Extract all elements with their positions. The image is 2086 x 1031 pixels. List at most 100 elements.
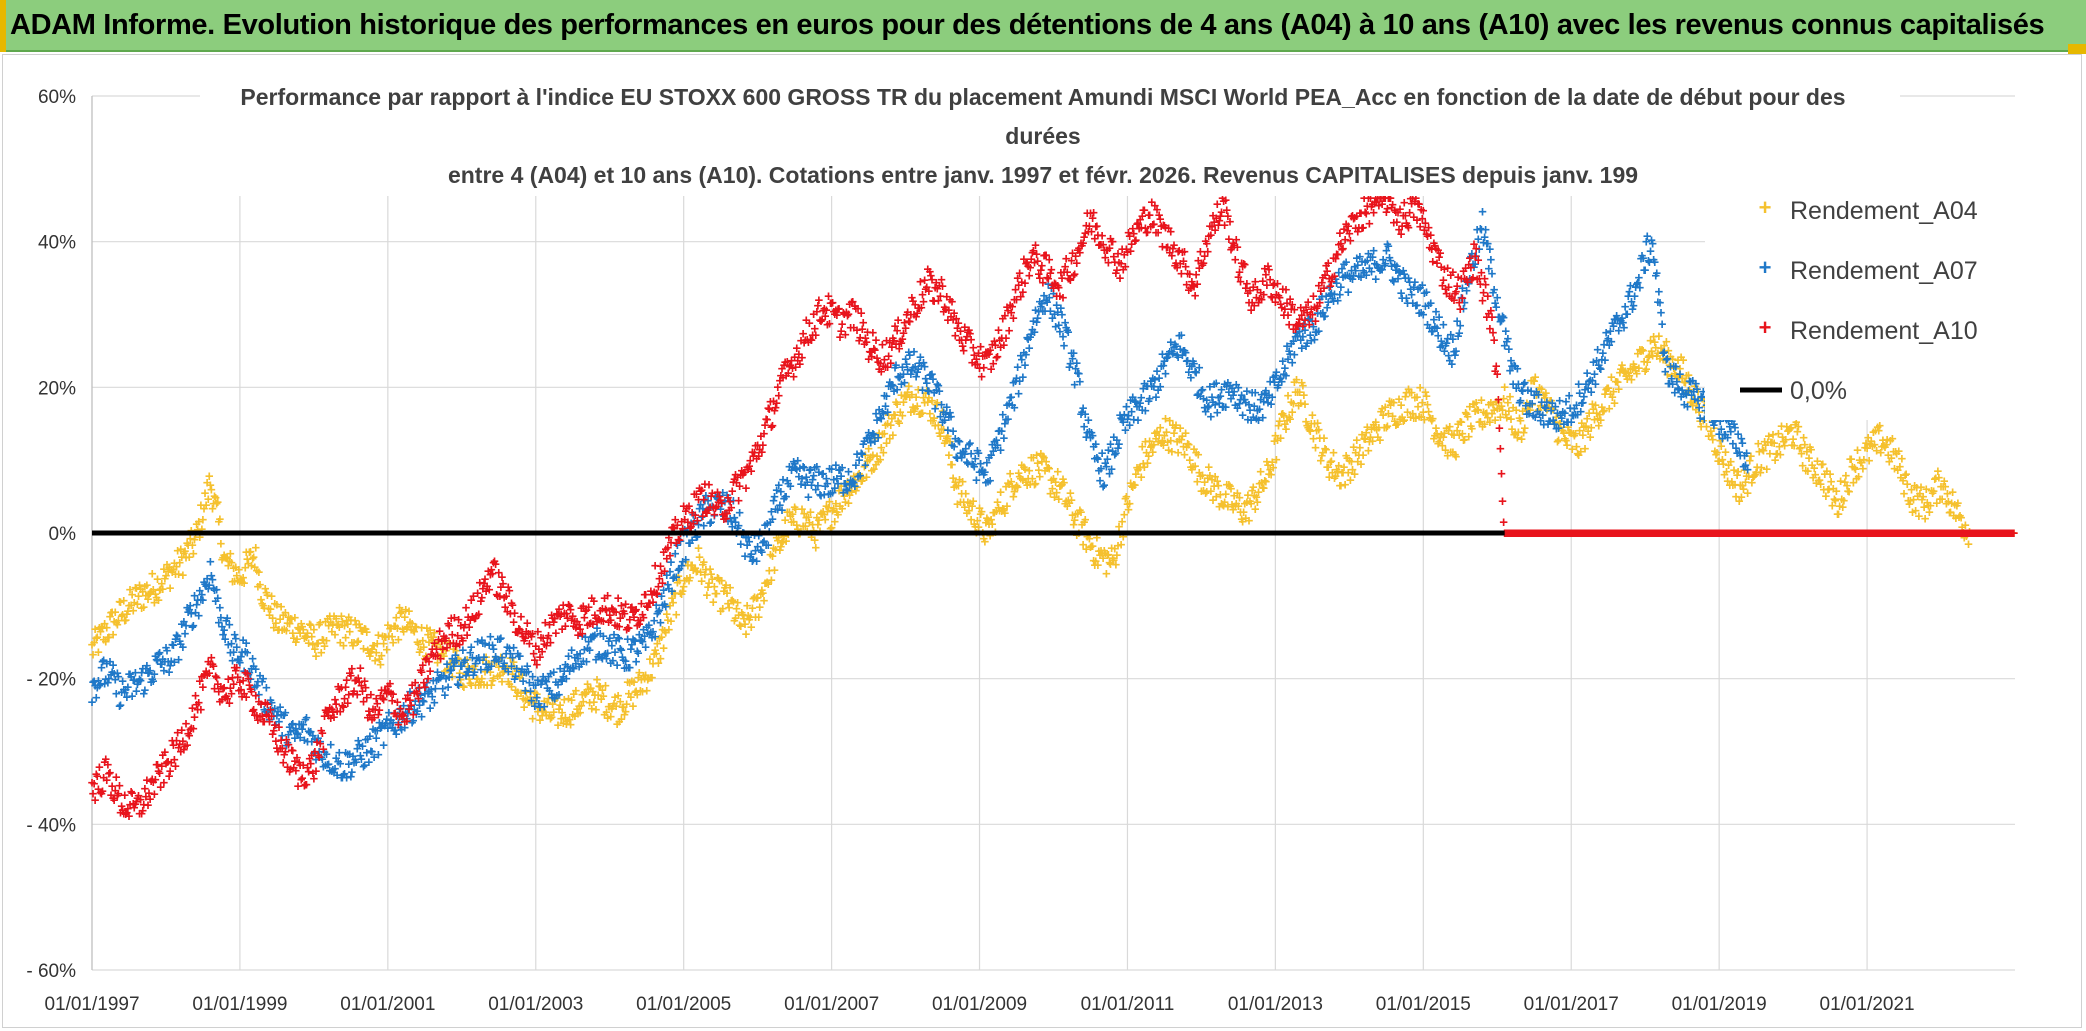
- point-a04: +: [934, 417, 943, 434]
- point-a04: +: [680, 573, 689, 590]
- point-a04: +: [643, 671, 652, 688]
- banner-left-accent: [0, 0, 6, 52]
- point-a04: +: [295, 621, 304, 638]
- point-a04: +: [695, 549, 704, 566]
- point-a04: +: [591, 687, 600, 704]
- point-a07: +: [1742, 445, 1751, 462]
- point-a04: +: [411, 618, 420, 635]
- point-a10: +: [319, 741, 328, 758]
- point-a04: +: [745, 612, 754, 629]
- point-a04: +: [372, 644, 381, 661]
- point-a04: +: [837, 478, 846, 495]
- point-a04: +: [313, 635, 322, 652]
- point-a04: +: [672, 606, 681, 623]
- point-a04: +: [595, 678, 604, 695]
- point-a04: +: [676, 585, 685, 602]
- point-a04: +: [729, 594, 738, 611]
- point-a04: +: [206, 477, 215, 494]
- point-a10: +: [768, 417, 777, 434]
- point-a04: +: [283, 615, 292, 632]
- point-a04: +: [658, 622, 667, 639]
- point-a04: +: [824, 499, 833, 516]
- point-a04: +: [844, 495, 853, 512]
- point-a04: +: [850, 472, 859, 489]
- point-a04: +: [249, 549, 258, 566]
- point-a07: +: [861, 457, 870, 474]
- point-a04: +: [989, 504, 998, 521]
- point-a04: +: [447, 655, 456, 672]
- point-a04: +: [344, 609, 353, 626]
- point-a04: +: [124, 603, 133, 620]
- point-a04: +: [345, 623, 354, 640]
- point-a04: +: [501, 660, 510, 677]
- point-a04: +: [905, 389, 914, 406]
- point-a04: +: [946, 434, 955, 451]
- point-a04: +: [569, 686, 578, 703]
- point-a04: +: [331, 627, 340, 644]
- point-a04: +: [396, 605, 405, 622]
- point-a04: +: [746, 609, 755, 626]
- point-a04: +: [475, 674, 484, 691]
- point-a10: +: [1495, 420, 1504, 437]
- point-a04: +: [326, 614, 335, 631]
- point-a04: +: [823, 503, 832, 520]
- point-a04: +: [393, 620, 402, 637]
- point-a04: +: [380, 629, 389, 646]
- point-a07: +: [999, 430, 1008, 447]
- point-a04: +: [243, 551, 252, 568]
- point-a04: +: [674, 568, 683, 585]
- point-a04: +: [641, 667, 650, 684]
- point-a04: +: [231, 559, 240, 576]
- point-a04: +: [554, 717, 563, 734]
- point-a04: +: [894, 413, 903, 430]
- point-a04: +: [128, 586, 137, 603]
- point-a04: +: [994, 500, 1003, 517]
- point-a07: +: [681, 552, 690, 569]
- point-a04: +: [223, 551, 232, 568]
- point-a04: +: [227, 554, 236, 571]
- point-a04: +: [805, 515, 814, 532]
- point-a04: +: [640, 670, 649, 687]
- point-a04: +: [871, 431, 880, 448]
- point-a04: +: [983, 510, 992, 527]
- point-a04: +: [107, 604, 116, 621]
- point-a04: +: [129, 603, 138, 620]
- point-a04: +: [422, 648, 431, 665]
- point-a04: +: [875, 425, 884, 442]
- point-a04: +: [151, 586, 160, 603]
- point-a04: +: [955, 471, 964, 488]
- point-a04: +: [109, 627, 118, 644]
- point-a04: +: [222, 549, 231, 566]
- point-a04: +: [790, 499, 799, 516]
- point-a04: +: [901, 388, 910, 405]
- point-a04: +: [252, 562, 261, 579]
- point-a04: +: [885, 431, 894, 448]
- point-a04: +: [381, 629, 390, 646]
- point-a04: +: [782, 533, 791, 550]
- point-a10: +: [1498, 493, 1507, 510]
- point-a04: +: [675, 573, 684, 590]
- point-a07: +: [1591, 376, 1600, 393]
- point-a04: +: [521, 692, 530, 709]
- point-a04: +: [133, 596, 142, 613]
- point-a04: +: [382, 642, 391, 659]
- point-a04: +: [356, 619, 365, 636]
- point-a04: +: [385, 628, 394, 645]
- point-a04: +: [503, 660, 512, 677]
- point-a04: +: [352, 616, 361, 633]
- point-a04: +: [259, 598, 268, 615]
- point-a04: +: [945, 447, 954, 464]
- report-banner: ADAM Informe. Evolution historique des p…: [0, 0, 2086, 52]
- point-a04: +: [121, 612, 130, 629]
- point-a04: +: [605, 699, 614, 716]
- point-a04: +: [392, 610, 401, 627]
- point-a04: +: [424, 626, 433, 643]
- point-a04: +: [619, 699, 628, 716]
- point-a04: +: [244, 556, 253, 573]
- point-a04: +: [938, 403, 947, 420]
- point-a04: +: [539, 703, 548, 720]
- point-a04: +: [730, 613, 739, 630]
- point-a04: +: [952, 478, 961, 495]
- point-a04: +: [144, 591, 153, 608]
- point-a04: +: [573, 701, 582, 718]
